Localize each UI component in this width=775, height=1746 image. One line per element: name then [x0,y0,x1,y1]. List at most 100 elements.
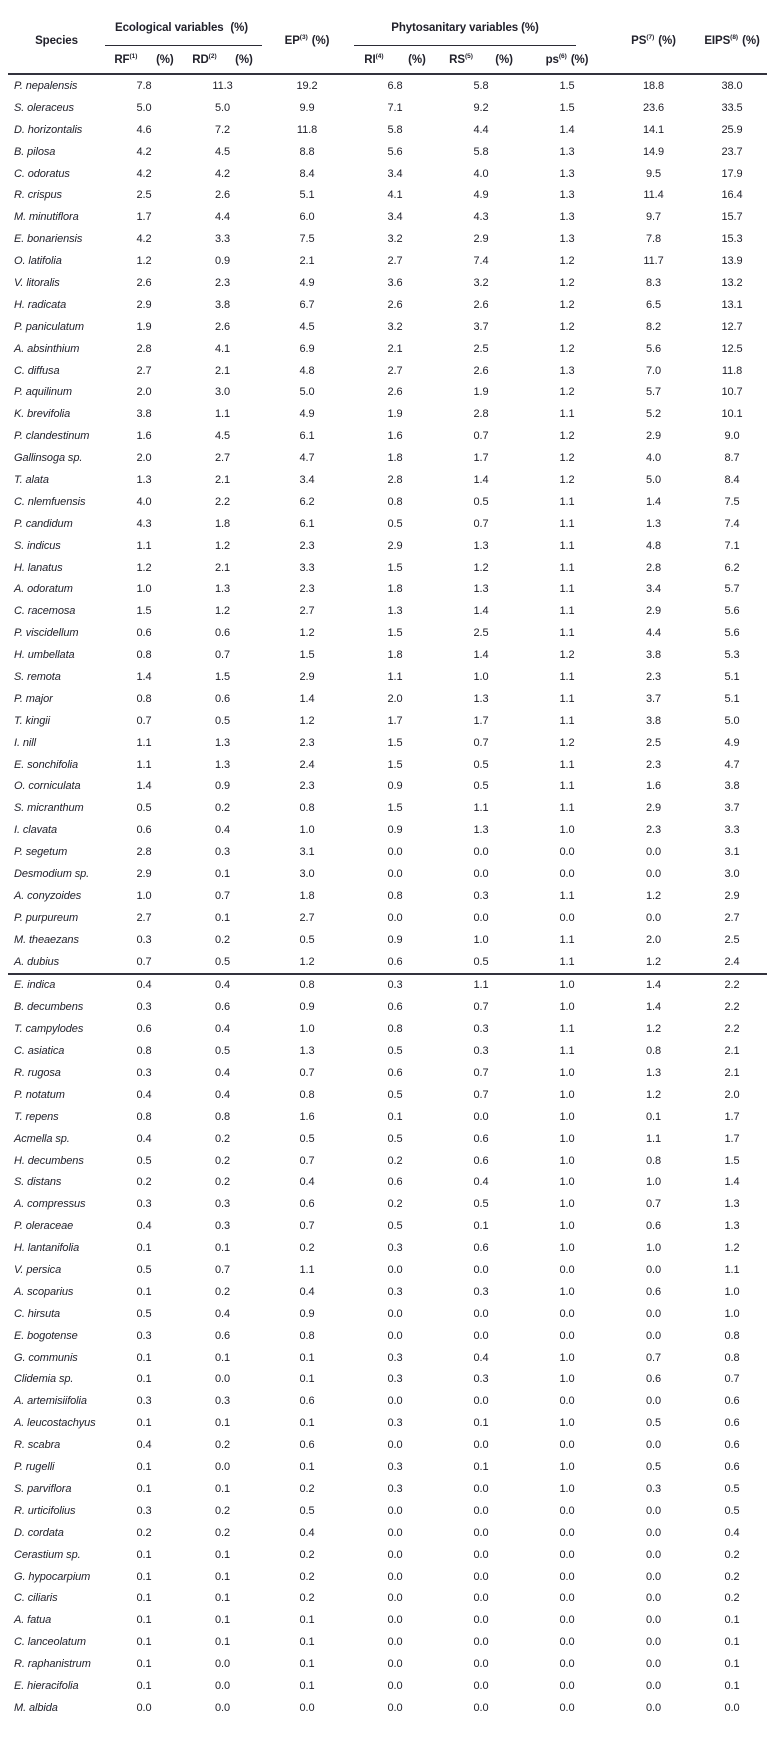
rd-value: 0.7 [215,889,230,902]
ri-value: 1.8 [387,452,403,465]
ps-value: 1.2 [646,889,662,902]
table-row: C. odoratus 4.2 4.2 8.4 3.4 4.0 1.3 9.5 … [8,163,767,185]
species-name: P. major [14,692,53,705]
ps-value: 0.0 [646,1636,662,1649]
rs-value: 0.0 [473,1701,489,1714]
table-row: S. remota 1.4 1.5 2.9 1.1 1.0 1.1 2.3 5.… [8,666,767,688]
ri-value: 7.1 [387,101,403,114]
rd-value: 4.5 [215,430,230,443]
rf-value: 0.8 [136,649,152,662]
ps-value: 0.8 [646,1045,662,1058]
eips-value: 1.0 [724,1307,740,1320]
rf-value: 0.3 [136,1504,152,1517]
ps-lower-value: 1.1 [559,955,575,968]
rf-value: 0.4 [136,1088,152,1101]
rf-value: 0.7 [136,714,152,727]
ri-value: 0.5 [387,1088,403,1101]
ri-value: 0.0 [387,1395,403,1408]
rs-pct: (%) [495,53,513,66]
ri-superscript: (4) [375,52,384,60]
rs-value: 0.7 [473,430,489,443]
rf-value: 0.1 [136,1636,152,1649]
species-name: E. indica [8,972,105,997]
ps-lower-value: 1.1 [559,561,575,574]
ps-lower-value: 1.0 [559,1373,575,1386]
eips-value: 16.4 [721,189,743,202]
ps-value: 0.0 [646,1526,662,1539]
rd-value: 1.3 [215,583,230,596]
ep-value: 0.8 [262,972,352,997]
ps-lower-value: 1.2 [559,386,575,399]
rs-value: 2.5 [473,342,489,355]
eips-value: 5.3 [724,649,740,662]
ep-value: 1.2 [299,714,315,727]
rs-value: 0.3 [473,889,489,902]
species-name: A. absinthium [14,342,80,355]
rs-value: 4.0 [473,167,489,180]
ps-lower-pct: (%) [570,53,589,66]
rs-value: 0.0 [473,1395,489,1408]
ep-value: 1.2 [299,955,315,968]
ps-lower-value: 1.0 [559,1417,575,1430]
rd-pct: (%) [235,53,253,66]
table-row: P. viscidellum 0.6 0.6 1.2 1.5 2.5 1.1 4… [8,622,767,644]
rf-value: 0.3 [136,933,152,946]
eips-value: 12.5 [721,342,743,355]
rd-value: 0.1 [215,868,230,880]
rs-value: 4.9 [473,189,489,202]
eips-value: 2.1 [724,1067,740,1080]
ep-value: 0.6 [299,1439,315,1452]
rd-value: 0.9 [215,255,230,268]
species-name: I. clavata [14,824,58,837]
ri-value: 0.9 [387,824,403,837]
ps-lower-value: 0.0 [559,1570,575,1583]
ri-value: 1.8 [387,583,403,596]
ps-value: 14.1 [643,123,665,136]
species-name: T. kingii [14,714,50,727]
ps-lower-value: 1.0 [559,824,575,837]
ri-value: 2.9 [387,539,403,552]
species-name: A. scoparius [14,1285,74,1298]
table-row: T. repens 0.8 0.8 1.6 0.1 0.0 1.0 0.1 1.… [8,1106,767,1128]
species-name: P. aquilinum [14,386,72,399]
eips-value: 0.2 [724,1570,740,1583]
rf-value: 0.2 [136,1526,152,1539]
table-row: E. bogotense 0.3 0.6 0.8 0.0 0.0 0.0 0.0… [8,1325,767,1347]
ps-lower-value: 1.2 [559,255,575,268]
ri-value: 0.0 [387,1679,403,1692]
table-row: C. nlemfuensis 4.0 2.2 6.2 0.8 0.5 1.1 1… [8,491,767,513]
eips-value: 10.7 [721,386,743,399]
table-row: V. persica 0.5 0.7 1.1 0.0 0.0 0.0 0.0 1… [8,1259,767,1281]
col-group-phytosanitary: Phytosanitary variables (%) [352,8,610,46]
rs-value: 0.1 [473,1461,489,1474]
ri-value: 0.8 [387,495,403,508]
rs-value: 1.1 [438,972,524,997]
rs-value: 0.0 [473,846,489,859]
species-name: O. corniculata [14,780,81,793]
table-row: R. raphanistrum 0.1 0.0 0.1 0.0 0.0 0.0 … [8,1653,767,1675]
ps-lower-value: 1.3 [559,145,575,158]
table-row: M. theaezans 0.3 0.2 0.5 0.9 1.0 1.1 2.0… [8,929,767,951]
table-row: A. fatua 0.1 0.1 0.1 0.0 0.0 0.0 0.0 0.1 [8,1609,767,1631]
eips-value: 5.6 [724,627,740,640]
rd-value: 0.2 [215,1132,230,1145]
ri-value: 1.5 [387,561,403,574]
ri-value: 0.3 [387,1482,403,1495]
eips-value: 5.0 [724,714,740,727]
eips-value: 13.1 [721,298,743,311]
species-name: A. compressus [14,1198,86,1211]
eips-value: 0.4 [724,1526,740,1539]
rf-value: 0.1 [136,1548,152,1561]
ps-lower-value: 1.2 [559,298,575,311]
col-header-species: Species [8,8,105,75]
eips-value: 0.0 [724,1701,740,1714]
ep-value: 1.0 [299,1023,315,1036]
rd-value: 0.3 [215,1198,230,1211]
ep-value: 6.1 [299,517,315,530]
rd-value: 0.1 [215,1482,230,1495]
rd-value: 1.2 [215,539,230,552]
rd-value: 5.0 [215,101,230,114]
rd-value: 0.2 [215,1154,230,1167]
species-name: S. indicus [14,539,61,552]
eips-value: 1.7 [724,1110,740,1123]
